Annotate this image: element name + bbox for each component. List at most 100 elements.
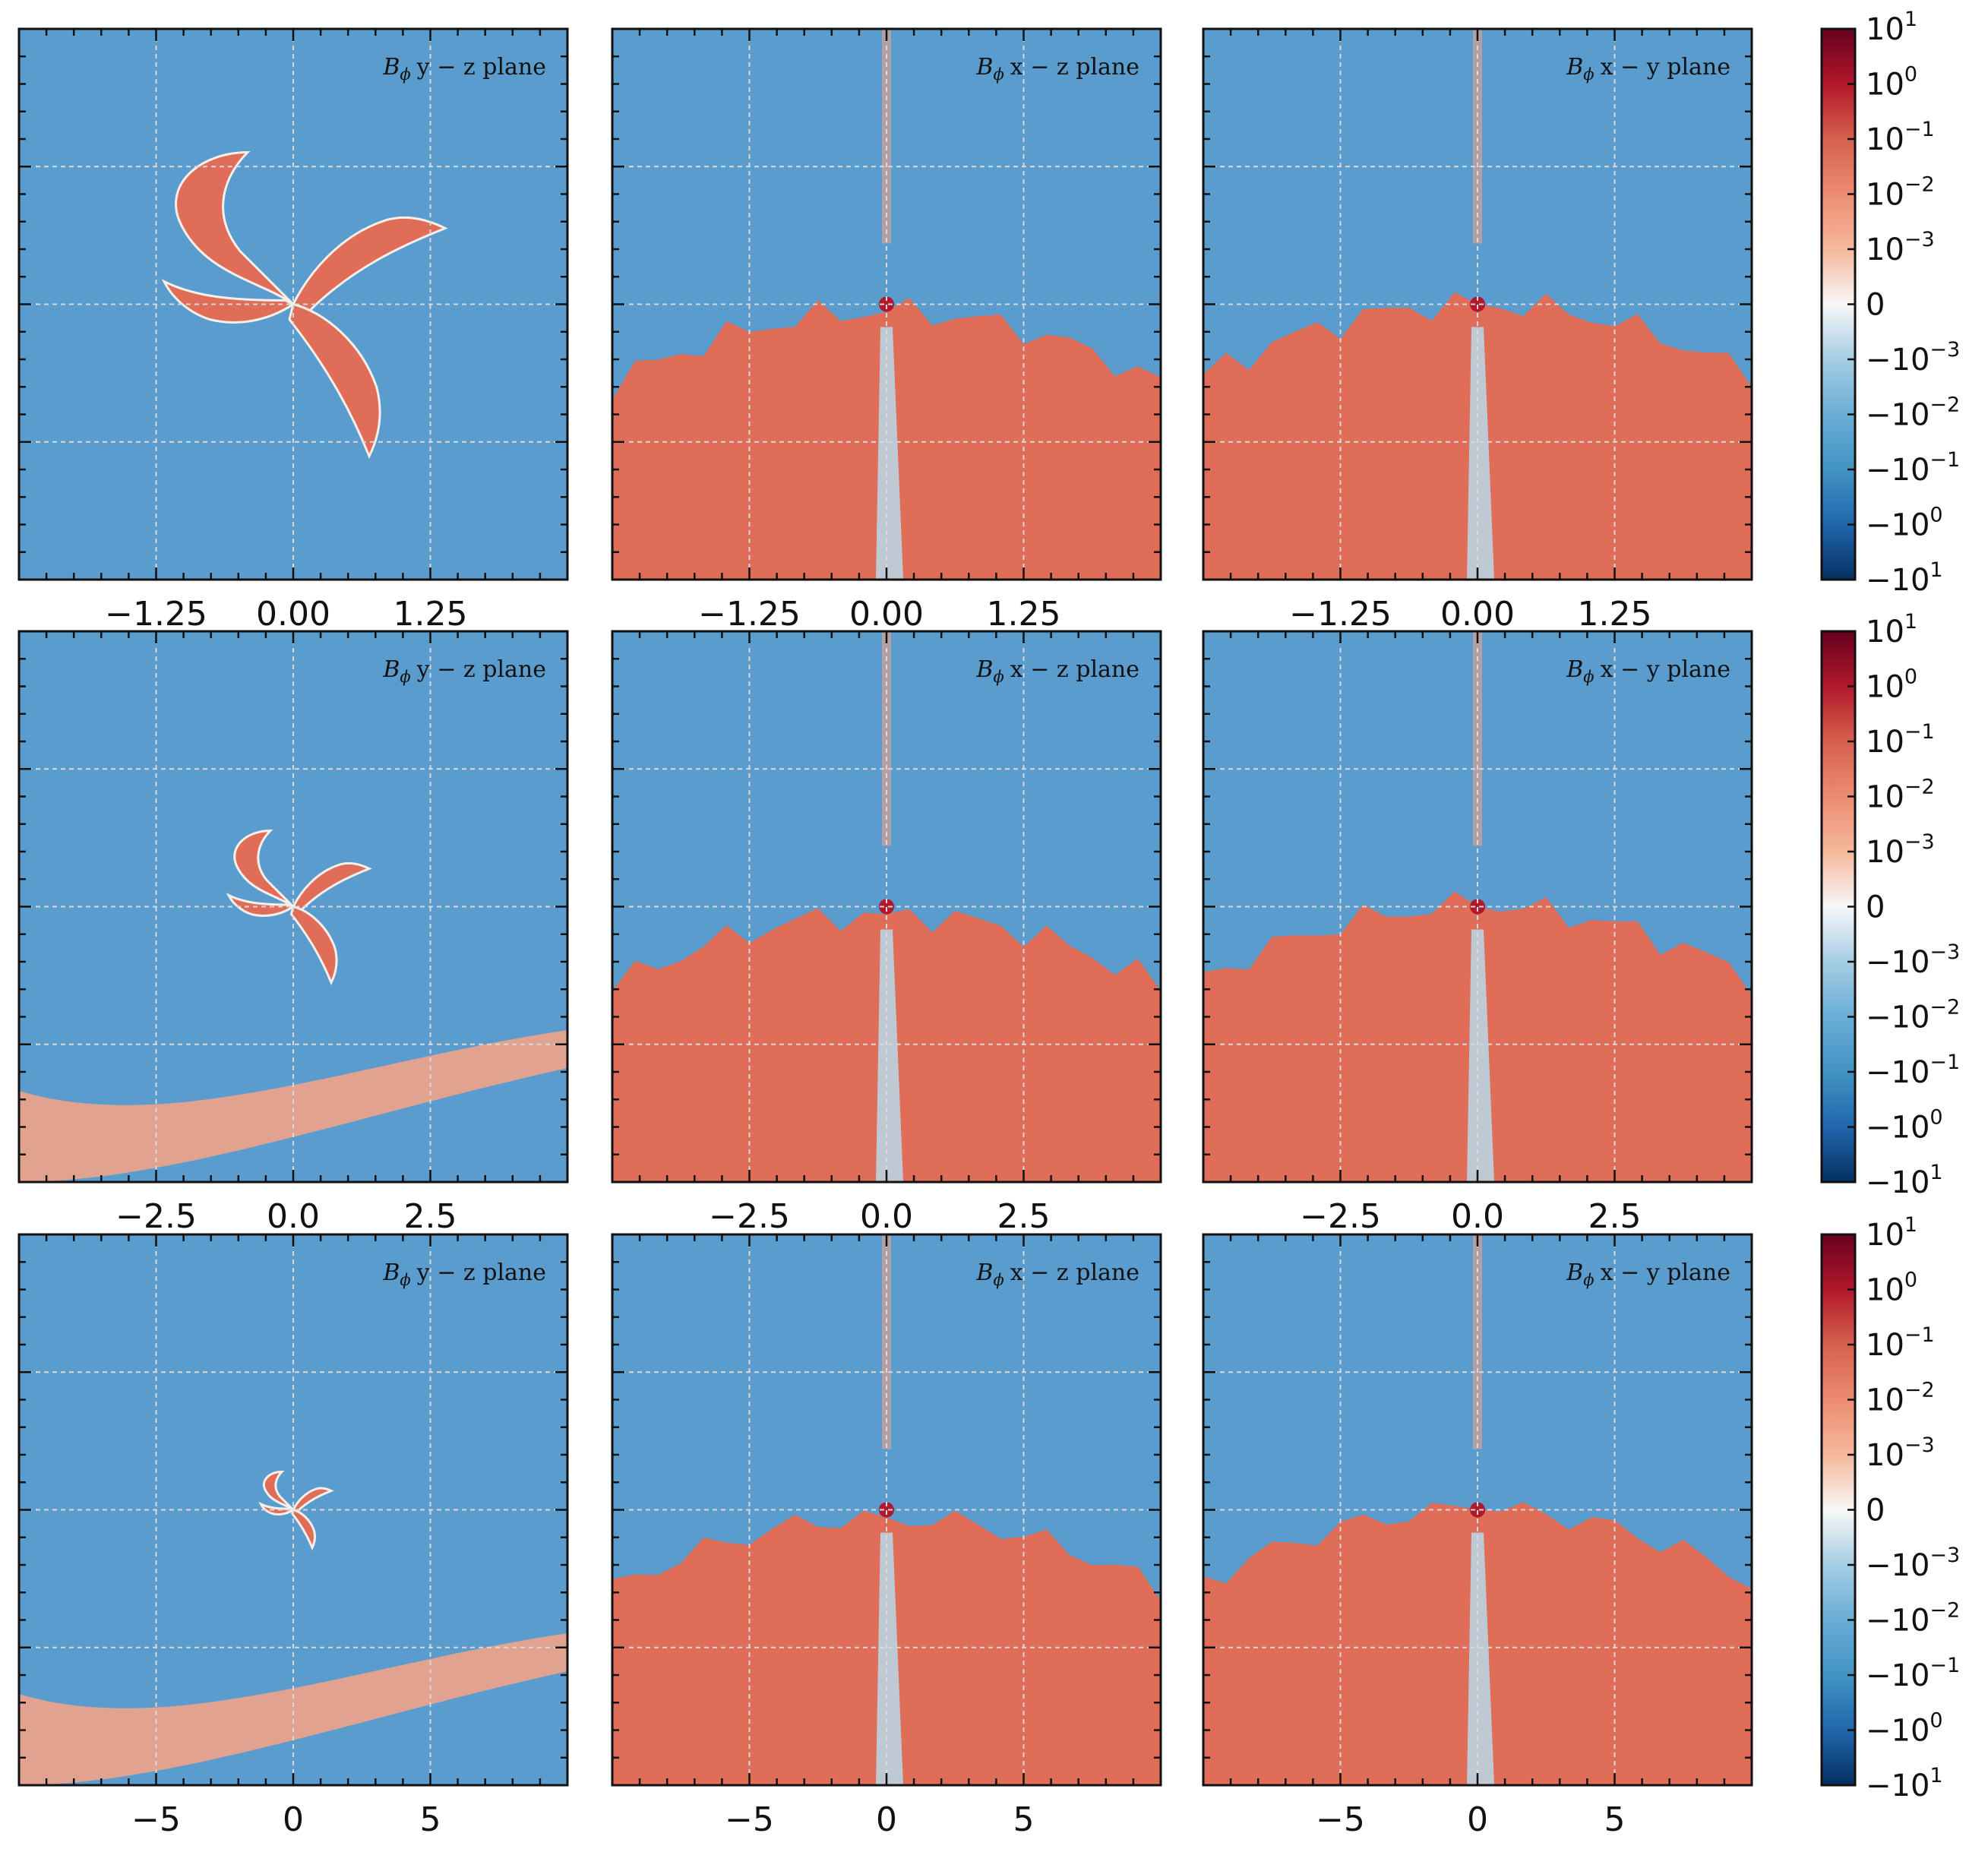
panel-frame [17,27,569,581]
axis-jet-upper [1473,631,1482,846]
tick-marks [612,29,1161,580]
panel-frame [611,1233,1162,1787]
panel-frame [1202,630,1753,1184]
colorbar-tick-label: −10−2 [1866,394,1960,433]
x-tick-label: −1.25 [698,595,801,634]
spiral-arm-3 [291,1508,317,1551]
x-tick-label: −5 [131,1800,181,1839]
core-point [1470,899,1485,915]
panel-label: Bϕ y − z plane [382,54,546,84]
colorbar-tick-label: 0 [1866,890,1885,925]
spiral-arm-2 [291,216,448,314]
axis-jet-upper [1473,29,1482,244]
x-tick-label: 1.25 [987,595,1061,634]
axis-jet-upper [882,1234,891,1449]
panel-r3-c1: Bϕ y − z plane −5 0 5 [17,1233,569,1839]
panel-label: Bϕ x − y plane [1566,54,1730,84]
axis-jet-lower [876,929,903,1182]
colorbar-tick-label: 10−1 [1866,118,1935,157]
x-tick-label: −5 [725,1800,774,1839]
panel-label: Bϕ x − z plane [975,1260,1139,1289]
x-tick-label: 0.00 [849,595,924,634]
panel-r2-c2: Bϕ x − z plane −2.5 0.0 2.5 [611,630,1162,1236]
panel-frame [611,630,1162,1184]
spiral-arm-2 [291,1487,334,1513]
panel-r1-c3: Bϕ x − y plane −1.25 0.00 1.25 [1202,27,1753,634]
core-point [1470,296,1485,312]
core-point [879,296,894,312]
panel-label: Bϕ x − y plane [1566,656,1730,686]
panel-frame [17,1233,569,1787]
core-point [879,1502,894,1518]
panel-label: Bϕ x − y plane [1566,1260,1730,1289]
colorbar-tick-label: 10−3 [1866,1433,1935,1473]
colorbar-tick-label: 101 [1866,1213,1917,1253]
panel-label: Bϕ x − z plane [975,656,1139,686]
spiral-arm-1 [262,1470,295,1511]
panel-label: Bϕ y − z plane [382,1260,546,1289]
panel-label: Bϕ y − z plane [382,656,546,686]
spiral-arm-1 [175,150,295,305]
colorbar-tick-label: 100 [1866,1269,1917,1308]
x-tick-label: 0 [283,1800,304,1839]
axis-jet-upper [1473,1234,1482,1449]
colorbar-tick-label: −10−3 [1866,1544,1960,1583]
colorbar-tick-label: −10−3 [1866,338,1960,378]
x-tick-label: −2.5 [1300,1197,1381,1236]
colorbar-tick-label: −100 [1866,504,1943,543]
x-tick-label: −5 [1316,1800,1365,1839]
x-tick-label: 0.00 [256,595,330,634]
spiral-arm-4 [258,1501,296,1516]
x-tick-label: 1.25 [1578,595,1652,634]
panel-r2-c1: Bϕ y − z plane −2.5 0.0 2.5 [17,630,569,1236]
colorbar-tick-label: 10−2 [1866,173,1935,213]
axis-jet-lower [1467,327,1494,580]
x-tick-label: 0 [1467,1800,1488,1839]
colorbar-tick-label: −101 [1866,1764,1943,1803]
colorbar-tick-label: 0 [1866,1493,1885,1528]
axis-jet-upper [882,631,891,846]
panel-r1-c2: Bϕ x − z plane −1.25 0.00 1.25 [611,27,1162,634]
panel-r1-c1: Bϕ y − z plane −1.25 0.00 1.25 [17,27,569,634]
colorbar-tick-label: −10−1 [1866,1654,1960,1693]
colorbar-tick-label: −10−1 [1866,448,1960,488]
x-tick-label: 0.0 [267,1197,320,1236]
colorbar-tick-label: 10−1 [1866,1323,1935,1363]
colorbar-tick-label: −10−2 [1866,996,1960,1035]
core-point [1470,1502,1485,1518]
panel-frame [611,27,1162,581]
colorbar-tick-label: 101 [1866,8,1917,47]
panel-label: Bϕ x − z plane [975,54,1139,84]
spiral-arm-3 [289,905,338,986]
x-tick-label: 5 [420,1800,441,1839]
x-tick-label: 5 [1013,1800,1035,1839]
panel-frame [1202,1233,1753,1787]
axis-jet-upper [882,29,891,244]
colorbar-tick-label: 10−2 [1866,1379,1935,1418]
panel-frame [1202,27,1753,581]
panel-r3-c2: Bϕ x − z plane −5 0 5 [611,1233,1162,1839]
spiral-arm-4 [226,893,296,917]
spiral-arm-3 [288,302,381,460]
x-tick-label: −2.5 [115,1197,197,1236]
x-tick-label: −1.25 [1289,595,1392,634]
colorbar-tick-label: 10−3 [1866,830,1935,870]
x-tick-label: 0.0 [1451,1197,1504,1236]
spiral-arm-1 [233,829,295,908]
tick-marks [612,631,1161,1182]
colorbar-tick-label: −10−2 [1866,1599,1960,1639]
colorbar-3: 101 100 10−1 10−2 10−3 0 −10−3 −10−2 −10−1 −100 −1… [1820,1213,1960,1803]
x-tick-label: 2.5 [997,1197,1051,1236]
colorbar-tick-label: −101 [1866,1161,1943,1200]
colorbar-tick-label: 0 [1866,288,1885,323]
colorbar-tick-label: 10−1 [1866,720,1935,760]
x-tick-label: 2.5 [1588,1197,1642,1236]
panel-frame [17,630,569,1184]
colorbar-tick-label: −101 [1866,558,1943,598]
x-tick-label: 1.25 [393,595,468,634]
colorbar-tick-label: 100 [1866,665,1917,705]
spiral-arm-4 [161,279,296,324]
x-tick-label: 2.5 [404,1197,457,1236]
colorbar-tick-label: 100 [1866,63,1917,103]
x-tick-label: −1.25 [105,595,207,634]
